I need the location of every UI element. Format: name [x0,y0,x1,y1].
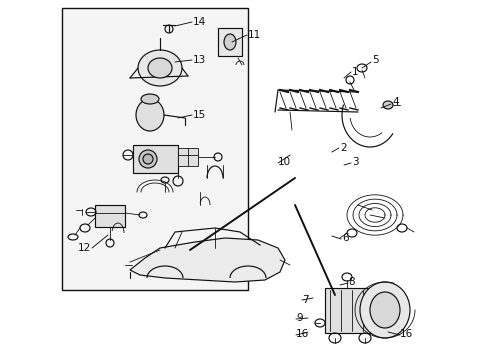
Text: 16: 16 [400,329,413,339]
Bar [133,145,178,173]
Bar [178,148,198,166]
Text: 6: 6 [342,233,348,243]
Ellipse shape [360,282,410,338]
Ellipse shape [148,58,172,78]
Text: 1: 1 [352,67,359,77]
Text: 15: 15 [193,110,206,120]
Text: 11: 11 [248,30,261,40]
Bar [218,28,242,56]
Text: 12: 12 [78,243,91,253]
Bar [95,205,125,227]
Text: 9: 9 [296,313,303,323]
Bar [325,288,375,333]
Text: 16: 16 [296,329,309,339]
Text: 7: 7 [302,295,309,305]
Ellipse shape [224,34,236,50]
Ellipse shape [136,99,164,131]
Text: 14: 14 [193,17,206,27]
Text: 4: 4 [392,97,399,107]
Text: 2: 2 [340,143,346,153]
Text: 5: 5 [372,55,379,65]
Text: 8: 8 [348,277,355,287]
Ellipse shape [383,101,393,109]
Polygon shape [130,238,285,282]
Ellipse shape [141,94,159,104]
Text: 3: 3 [352,157,359,167]
Text: 13: 13 [193,55,206,65]
Ellipse shape [143,154,153,164]
Ellipse shape [370,292,400,328]
Bar [62,8,248,290]
Text: 10: 10 [278,157,291,167]
Ellipse shape [138,50,182,86]
Ellipse shape [139,150,157,168]
